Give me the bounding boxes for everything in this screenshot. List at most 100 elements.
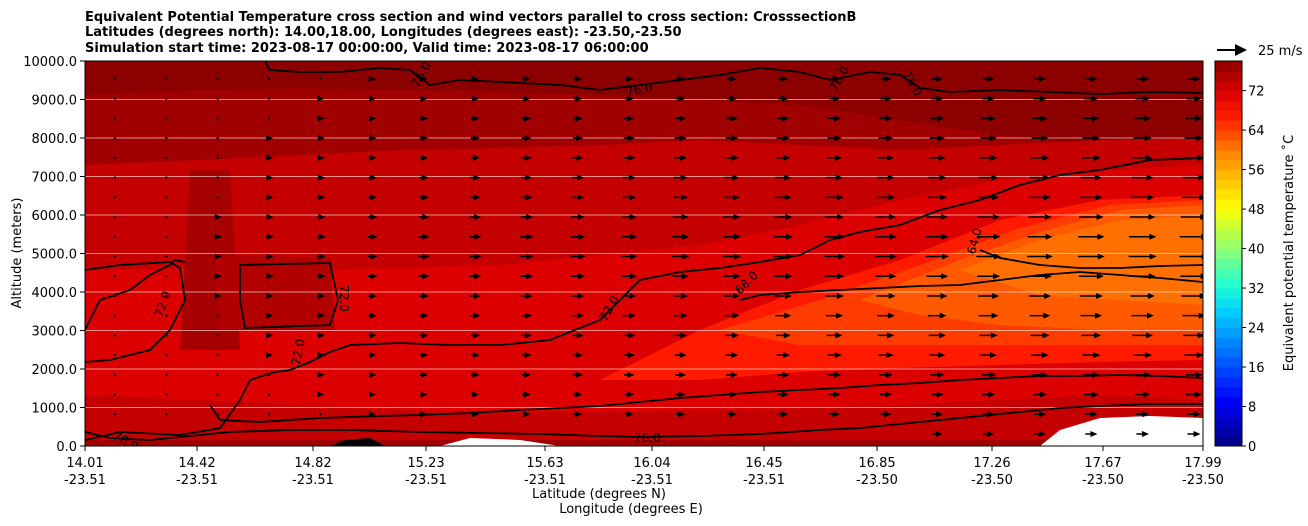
wind-vector bbox=[829, 411, 840, 418]
colorbar-tick-label: 56 bbox=[1248, 164, 1265, 179]
wind-vector bbox=[672, 253, 690, 260]
wind-vector bbox=[1079, 194, 1103, 201]
contour-line-76-upper bbox=[85, 259, 186, 331]
x-tick-label-lon: -23.51 bbox=[743, 473, 785, 488]
wind-vector bbox=[317, 174, 326, 181]
wind-vector bbox=[214, 273, 222, 280]
wind-vector bbox=[621, 214, 637, 221]
wind-vector bbox=[874, 253, 898, 260]
wind-vector bbox=[1079, 214, 1104, 221]
wind-vector bbox=[623, 332, 636, 339]
colorbar-tick-label: 72 bbox=[1248, 85, 1265, 100]
wind-vector bbox=[622, 292, 637, 299]
wind-vector bbox=[978, 194, 1000, 201]
x-tick-label-lat: 14.42 bbox=[178, 456, 215, 471]
colorbar-band bbox=[1215, 169, 1242, 180]
wind-vector bbox=[1136, 411, 1150, 418]
wind-vector bbox=[1033, 95, 1047, 102]
chart-title-line-1: Equivalent Potential Temperature cross s… bbox=[85, 10, 856, 25]
wind-vector bbox=[1135, 391, 1151, 398]
wind-vector bbox=[165, 196, 168, 199]
wind-vector bbox=[1187, 411, 1201, 418]
contour-label: 64.0 bbox=[964, 226, 984, 255]
wind-vector bbox=[165, 97, 168, 100]
wind-vector bbox=[926, 214, 948, 221]
wind-vector bbox=[930, 115, 945, 122]
band-76-patch bbox=[215, 255, 335, 330]
wind-vector bbox=[573, 95, 583, 102]
wind-vector bbox=[722, 233, 742, 240]
wind-vector bbox=[367, 214, 378, 221]
wind-vector bbox=[216, 334, 219, 337]
wind-vector bbox=[777, 115, 790, 122]
wind-vector bbox=[977, 292, 1000, 299]
wind-vector bbox=[368, 411, 376, 418]
wind-vector bbox=[570, 233, 586, 240]
colorbar-band bbox=[1215, 317, 1242, 329]
wind-vector bbox=[113, 413, 117, 416]
wind-vector bbox=[317, 332, 326, 339]
wind-vector bbox=[113, 393, 117, 396]
wind-vector bbox=[1027, 233, 1053, 240]
wind-vector bbox=[267, 97, 271, 100]
wind-vector bbox=[674, 135, 687, 142]
wind-vector bbox=[317, 391, 325, 398]
wind-vector bbox=[1134, 115, 1151, 122]
wind-vector bbox=[214, 253, 222, 260]
wind-vector bbox=[368, 135, 377, 142]
wind-vector bbox=[368, 154, 377, 161]
contour-line-76-bottom bbox=[85, 403, 1203, 441]
wind-vector bbox=[1136, 76, 1149, 82]
wind-vector bbox=[113, 117, 117, 120]
colorbar-tick-label: 40 bbox=[1248, 243, 1265, 258]
wind-vector bbox=[981, 391, 996, 398]
wind-vector bbox=[777, 371, 790, 378]
x-tick-label-lon: -23.50 bbox=[1182, 473, 1224, 488]
wind-vector bbox=[725, 135, 739, 142]
x-axis-label-lat: Latitude (degrees N) bbox=[532, 487, 666, 502]
wind-vector bbox=[777, 95, 789, 102]
wind-vector bbox=[931, 431, 943, 437]
wind-key: 25 m/s bbox=[1217, 44, 1303, 59]
wind-vector bbox=[471, 115, 480, 122]
wind-vector bbox=[1029, 312, 1051, 319]
wind-vector bbox=[929, 352, 946, 359]
wind-vector bbox=[317, 194, 326, 201]
wind-vector bbox=[469, 214, 482, 221]
wind-vector bbox=[775, 174, 792, 181]
wind-vector bbox=[165, 117, 168, 120]
wind-vector bbox=[673, 174, 688, 181]
y-tick-label: 1000.0 bbox=[32, 402, 78, 417]
wind-vector bbox=[521, 352, 532, 359]
wind-vector bbox=[367, 233, 378, 240]
wind-key-label: 25 m/s bbox=[1258, 44, 1303, 59]
wind-vector bbox=[572, 332, 584, 339]
wind-vector bbox=[1134, 371, 1152, 378]
wind-vector bbox=[113, 215, 117, 219]
x-tick-label-lat: 17.26 bbox=[973, 456, 1010, 471]
colorbar-band bbox=[1215, 396, 1242, 408]
wind-vector bbox=[165, 373, 168, 377]
wind-vector bbox=[878, 135, 894, 142]
wind-vector bbox=[672, 273, 689, 280]
contour-line-64 bbox=[979, 249, 1203, 269]
wind-vector bbox=[216, 136, 219, 140]
wind-vector bbox=[316, 253, 326, 260]
colorbar-band bbox=[1215, 179, 1242, 190]
wind-vector bbox=[216, 77, 219, 81]
wind-vector bbox=[470, 352, 480, 359]
wind-vector bbox=[931, 95, 944, 102]
wind-vector bbox=[931, 411, 944, 418]
wind-vector bbox=[419, 352, 429, 359]
colorbar-tick-label: 0 bbox=[1248, 440, 1256, 455]
contour-line-68 bbox=[739, 271, 1203, 301]
colorbar-band bbox=[1215, 426, 1242, 437]
y-tick-label: 9000.0 bbox=[32, 94, 78, 109]
colorbar-tick-label: 48 bbox=[1248, 203, 1265, 218]
colorbar-band bbox=[1215, 327, 1242, 338]
wind-vector bbox=[419, 194, 429, 201]
colorbar-band bbox=[1215, 386, 1242, 398]
wind-vector bbox=[724, 174, 740, 181]
wind-vector bbox=[214, 292, 222, 299]
